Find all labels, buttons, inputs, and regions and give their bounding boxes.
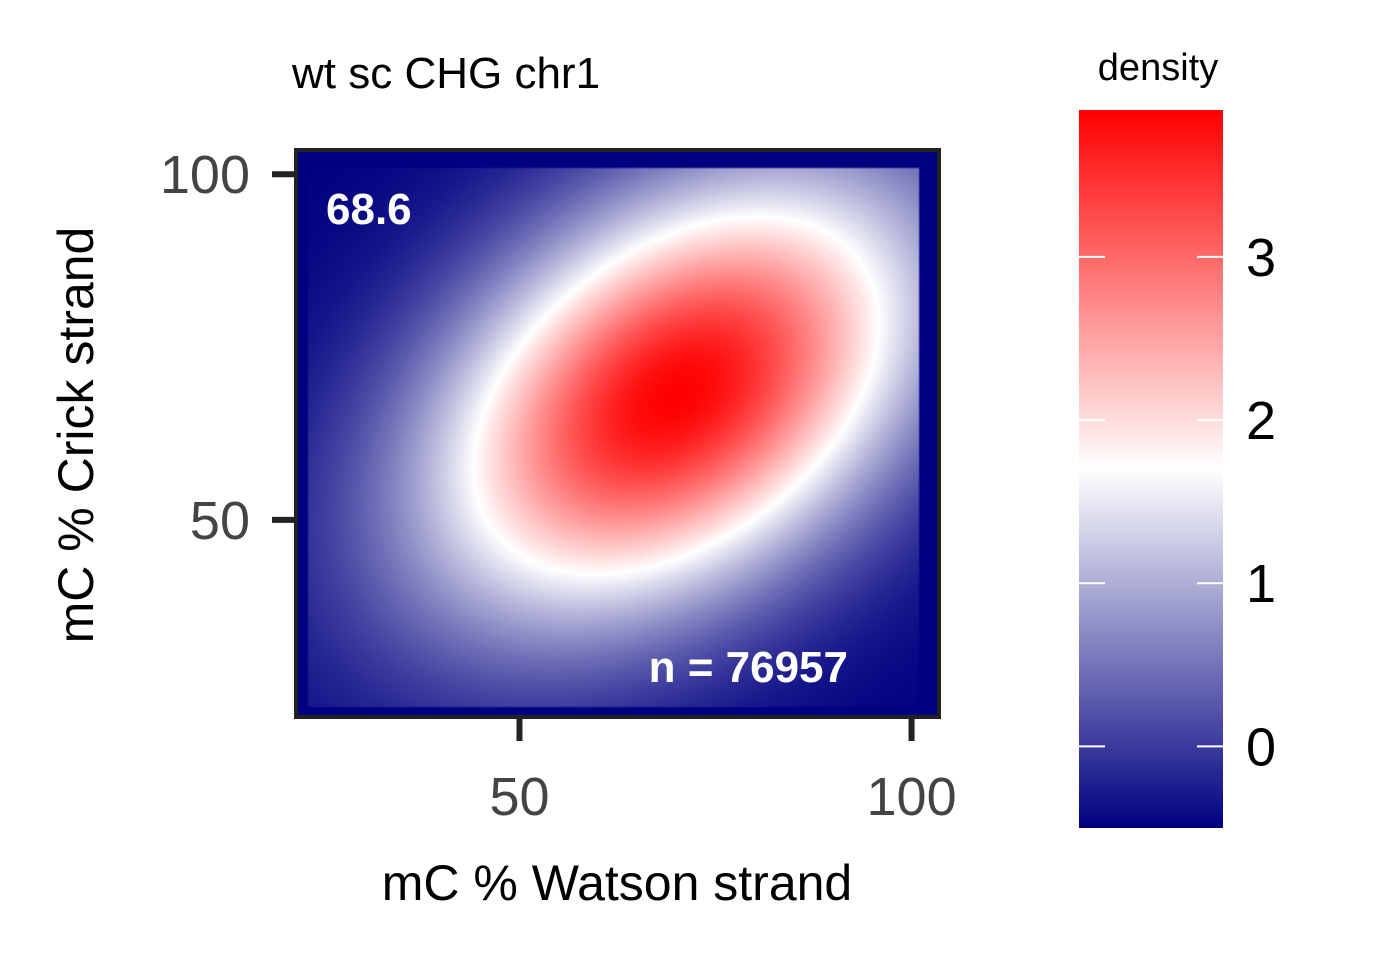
x-tick-label-50: 50	[489, 767, 549, 827]
chart-title: wt sc CHG chr1	[291, 49, 600, 98]
colorbar-ticks: 0 1 2 3	[1079, 228, 1276, 777]
x-axis-label: mC % Watson strand	[382, 855, 853, 911]
colorbar-title: density	[1098, 47, 1218, 89]
plot-area	[296, 150, 939, 717]
colorbar-tick-label-1: 1	[1246, 554, 1276, 614]
y-tick-label-50: 50	[190, 491, 250, 551]
y-axis: 50 100	[160, 145, 296, 551]
x-tick-label-100: 100	[867, 767, 957, 827]
y-tick-label-100: 100	[160, 145, 250, 205]
colorbar-tick-label-3: 3	[1246, 228, 1276, 288]
count-label: n = 76957	[649, 643, 848, 692]
colorbar	[1079, 110, 1223, 828]
colorbar-tick-label-0: 0	[1246, 717, 1276, 777]
colorbar-tick-label-2: 2	[1246, 391, 1276, 451]
x-axis: 50 100	[489, 717, 957, 827]
corner-value-label: 68.6	[326, 185, 412, 234]
plot-frame	[294, 148, 941, 719]
y-axis-label: mC % Crick strand	[48, 227, 104, 644]
density-heatmap	[296, 150, 939, 717]
